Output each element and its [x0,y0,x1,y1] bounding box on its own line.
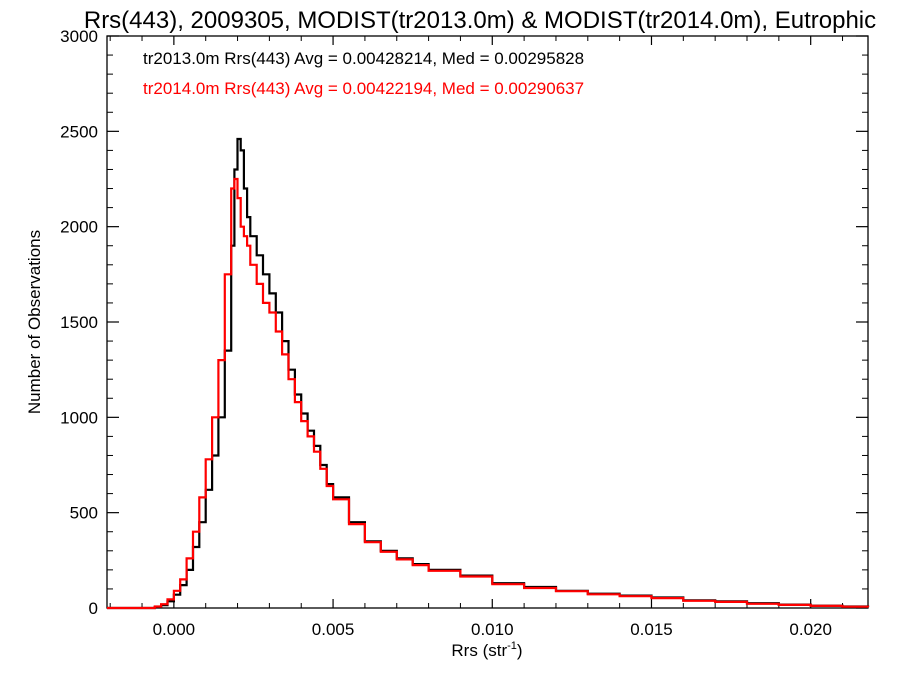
plot-area [106,35,869,609]
y-tick-label: 500 [70,504,98,523]
chart-title: Rrs(443), 2009305, MODIST(tr2013.0m) & M… [84,7,876,34]
stats-label-tr2014: tr2014.0m Rrs(443) Avg = 0.00422194, Med… [143,79,584,98]
x-axis-label: Rrs (str-1) [451,640,522,660]
y-tick-label: 2500 [60,122,98,141]
stats-label-tr2013: tr2013.0m Rrs(443) Avg = 0.00428214, Med… [143,49,584,68]
series-layer [107,137,870,610]
x-tick-label: 0.020 [789,620,832,639]
x-tick-label: 0.015 [630,620,673,639]
y-tick-label: 3000 [60,27,98,46]
x-tick-label: 0.010 [471,620,514,639]
y-tick-label: 1000 [60,408,98,427]
y-axis-label: Number of Observations [25,230,44,414]
series-line-tr2014-0m [107,177,870,610]
y-tick-label: 1500 [60,313,98,332]
y-tick-label: 0 [89,599,98,618]
x-axis-label-sup: -1 [507,640,517,652]
x-axis-label-main: Rrs (str [451,641,507,660]
plot-frame [106,35,869,609]
x-axis-label-close: ) [517,641,523,660]
x-tick-label: 0.005 [312,620,355,639]
x-tick-label: 0.000 [153,620,196,639]
series-line-tr2013-0m [107,137,870,610]
y-axis: 0 500 1000 1500 2000 2500 3000 [60,27,868,618]
x-axis: 0.000 0.005 0.010 0.015 0.020 [109,36,844,639]
y-tick-label: 2000 [60,218,98,237]
